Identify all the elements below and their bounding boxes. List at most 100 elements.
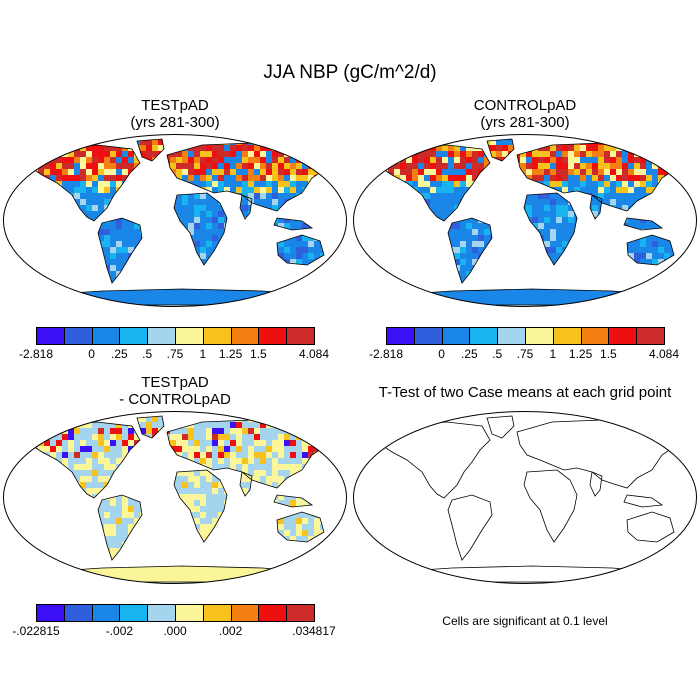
- colorbar-tick-label: .25: [461, 347, 478, 361]
- panel-title-control: CONTROLpAD (yrs 281-300): [375, 97, 675, 131]
- panel-title-diff-line2: - CONTROLpAD: [119, 391, 231, 408]
- coastline-india: [589, 194, 603, 220]
- colorbar-control: -2.818 0 .25 .5 .75 1 1.25 1.5 4.084: [369, 327, 679, 363]
- colorbar-swatch: [258, 327, 288, 345]
- coastline-indonesia: [623, 494, 664, 508]
- colorbar-tick-label: 1.5: [250, 347, 267, 361]
- colorbar-swatch: [175, 327, 204, 345]
- coastline-south-america: [447, 494, 493, 561]
- coastline-australia: [626, 511, 675, 543]
- colorbar-tick-label: 0: [438, 347, 445, 361]
- colorbar-tick-label: .75: [516, 347, 534, 361]
- colorbar-swatch: [258, 604, 288, 622]
- colorbar-swatch: [552, 327, 582, 345]
- coastline-australia: [276, 511, 325, 543]
- coastline-africa: [173, 192, 228, 266]
- colorbar-swatch: [202, 604, 232, 622]
- colorbar-swatch: [497, 327, 526, 345]
- coastline-greenland: [136, 415, 165, 439]
- colorbar-tick-label: .034817: [292, 624, 336, 638]
- ocean-background: [353, 411, 697, 584]
- map-panel-ttest: [353, 411, 697, 584]
- colorbar-tick-label: -.002: [105, 624, 134, 638]
- coastline-indonesia: [623, 217, 664, 231]
- coastline-australia: [276, 234, 325, 266]
- colorbar-diff: -.022815 -.002 .000 .002 .034817: [12, 604, 336, 640]
- colorbar-tick-label: -2.818: [368, 347, 404, 361]
- colorbar-tick-label: .002: [218, 624, 243, 638]
- map-border: [3, 134, 347, 307]
- colorbar-swatch: [36, 604, 65, 622]
- colorbar-swatch: [119, 327, 149, 345]
- colorbar-tick-label: -2.818: [18, 347, 54, 361]
- coastline-greenland: [136, 138, 165, 162]
- colorbar-swatch: [36, 327, 65, 345]
- colorbar-swatch: [413, 327, 443, 345]
- colorbar-tick-label: 1: [199, 347, 207, 361]
- colorbar-swatch: [202, 327, 232, 345]
- coastline-indonesia: [273, 217, 314, 231]
- coastline-africa: [523, 192, 578, 266]
- coastline-indonesia: [273, 494, 314, 508]
- panel-title-diff-line1: TESTpAD: [141, 374, 209, 391]
- colorbar-tick-label: 1.5: [600, 347, 617, 361]
- coastline-india: [239, 471, 253, 497]
- colorbar-swatch: [525, 327, 554, 345]
- coastline-north-america: [29, 421, 141, 499]
- coastline-south-america: [447, 217, 493, 284]
- colorbar-tick-label: 4.084: [648, 347, 680, 361]
- panel-title-ttest: T-Test of two Case means at each grid po…: [355, 384, 695, 401]
- colorbar-swatch: [286, 327, 315, 345]
- colorbar-swatch: [63, 604, 93, 622]
- coastline-australia: [626, 234, 675, 266]
- colorbar-swatch: [386, 327, 415, 345]
- colorbar-tick-label: 1: [549, 347, 557, 361]
- coastline-north-america: [29, 144, 141, 222]
- colorbar-tick-label: .5: [142, 347, 153, 361]
- coastline-north-america: [379, 144, 491, 222]
- panel-title-control-line2: (yrs 281-300): [480, 114, 570, 131]
- colorbar-swatch: [119, 604, 149, 622]
- coastline-greenland: [486, 415, 515, 439]
- coastline-africa: [173, 469, 228, 543]
- colorbar-swatch: [230, 604, 260, 622]
- colorbar-tick-label: -.022815: [12, 624, 60, 638]
- panel-title-control-line1: CONTROLpAD: [473, 97, 577, 114]
- colorbar-tick-label: .75: [166, 347, 184, 361]
- colorbar-swatch: [147, 604, 176, 622]
- colorbar-swatch: [608, 327, 638, 345]
- coastline-greenland: [486, 138, 515, 162]
- colorbar-tick-label: 1.25: [568, 347, 593, 361]
- map-panel-diff: [3, 411, 347, 584]
- colorbar-swatch: [230, 327, 260, 345]
- colorbar-tick-label: 1.25: [218, 347, 243, 361]
- map-panel-control: [353, 134, 697, 307]
- colorbar-tick-label: 0: [88, 347, 95, 361]
- coastline-south-america: [97, 494, 143, 561]
- coastline-africa: [523, 469, 578, 543]
- map-border: [353, 134, 697, 307]
- colorbar-tick-label: .5: [492, 347, 503, 361]
- colorbar-swatch: [147, 327, 176, 345]
- significance-note: Cells are significant at 0.1 level: [442, 614, 608, 628]
- colorbar-swatch: [636, 327, 665, 345]
- colorbar-swatch: [63, 327, 93, 345]
- coastline-south-america: [97, 217, 143, 284]
- panel-title-test: TESTpAD (yrs 281-300): [25, 97, 325, 131]
- figure-title: JJA NBP (gC/m^2/d): [263, 62, 437, 83]
- panel-title-test-line2: (yrs 281-300): [130, 114, 220, 131]
- colorbar-swatch: [580, 327, 610, 345]
- map-border: [3, 411, 347, 584]
- colorbar-swatch: [469, 327, 499, 345]
- colorbar-tick-label: 4.084: [298, 347, 330, 361]
- colorbar-swatch: [91, 604, 121, 622]
- coastline-india: [239, 194, 253, 220]
- map-border: [353, 411, 697, 584]
- colorbar-swatch: [175, 604, 204, 622]
- colorbar-tick-label: .000: [163, 624, 187, 638]
- panel-title-ttest-line1: T-Test of two Case means at each grid po…: [378, 384, 672, 401]
- colorbar-swatch: [91, 327, 121, 345]
- colorbar-swatch: [441, 327, 471, 345]
- coastline-north-america: [379, 421, 491, 499]
- colorbar-tick-label: .25: [111, 347, 128, 361]
